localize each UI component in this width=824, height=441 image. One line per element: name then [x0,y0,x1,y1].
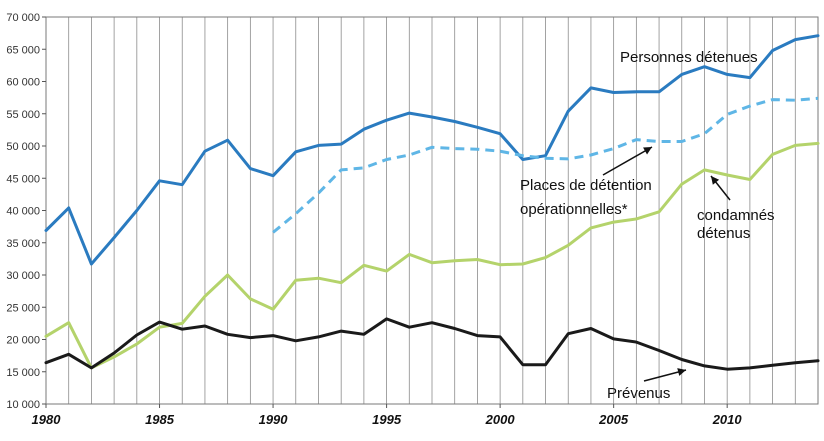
annotation-places-de-detention-operationnelles-arrow-line [602,146,653,176]
x-tick-label: 2005 [598,412,629,427]
series-layer [44,34,820,371]
annotation-prevenus-arrowhead [677,368,686,376]
annotation-condamnes-detenus-arrowhead [711,176,720,185]
x-tick-label: 2010 [712,412,743,427]
y-tick-label: 50 000 [6,141,40,153]
y-tick-label: 15 000 [6,367,40,379]
y-tick-label: 55 000 [6,109,40,121]
y-tick-label: 25 000 [6,302,40,314]
y-tick-label: 35 000 [6,238,40,250]
annotation-prevenus-label-line-1: Prévenus [607,385,670,402]
grid-layer [45,17,819,404]
x-tick-label: 1990 [259,412,289,427]
axis-layer: 10 000 15 000 20 000 25 000 30 000 35 000 40 0… [6,12,819,427]
annotation-personnes-detenues-label-line-1: Personnes détenues [620,49,758,66]
annotation-condamnes-detenus-label-line-1: condamnés [697,207,775,224]
y-tick-label: 20 000 [6,335,40,347]
y-tick-label: 45 000 [6,173,40,185]
x-tick-label: 1980 [32,412,62,427]
x-tick-label: 2000 [485,412,516,427]
annotation-condamnes-detenus-label-line-2: détenus [697,225,750,242]
annotation-places-de-detention-operationnelles-arrowhead [643,147,652,155]
y-tick-label: 30 000 [6,270,40,282]
y-tick-label: 60 000 [6,77,40,89]
y-tick-label: 70 000 [6,12,40,24]
series-line-prevenus [44,317,820,371]
annotation-layer: Personnes détenues Places de détention opé… [520,49,775,402]
series-line-places-de-detention-operationnelles [272,96,819,234]
annotation-places-de-detention-operationnelles-label-line-2: opérationnelles* [520,201,628,218]
series-line-personnes-detenues [44,34,820,266]
y-tick-label: 40 000 [6,206,40,218]
x-tick-label: 1985 [145,412,175,427]
y-tick-label: 10 000 [6,399,40,411]
x-tick-label: 1995 [372,412,402,427]
y-tick-label: 65 000 [6,44,40,56]
annotation-places-de-detention-operationnelles-label-line-1: Places de détention [520,177,652,194]
series-line-condamnes-detenus [44,141,820,370]
